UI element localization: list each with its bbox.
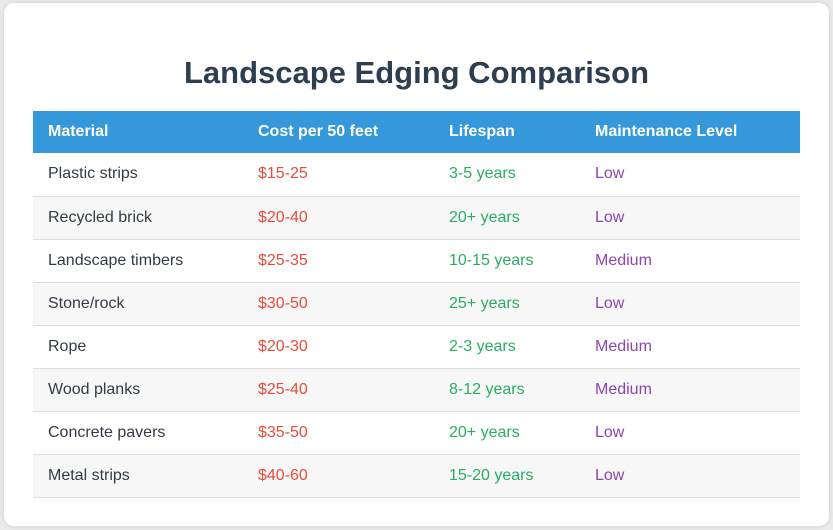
cell-maintenance: Low (595, 294, 625, 312)
cell-lifespan: 2-3 years (449, 337, 516, 355)
table-row: Wood planks $25-40 8-12 years Medium (33, 368, 800, 411)
cell-lifespan: 3-5 years (449, 165, 516, 183)
table-row: Recycled brick $20-40 20+ years Low (33, 196, 800, 239)
header-cost: Cost per 50 feet (258, 123, 379, 140)
cell-lifespan: 10-15 years (449, 251, 534, 269)
header-lifespan: Lifespan (449, 123, 515, 140)
table-row: Concrete pavers $35-50 20+ years Low (33, 411, 800, 454)
cell-lifespan: 20+ years (449, 423, 520, 441)
cell-lifespan: 25+ years (449, 294, 520, 312)
header-maintenance: Maintenance Level (595, 123, 738, 140)
table-row: Plastic strips $15-25 3-5 years Low (33, 153, 800, 196)
cell-cost: $25-35 (258, 251, 308, 269)
cell-cost: $30-50 (258, 294, 308, 312)
cell-material: Landscape timbers (48, 251, 184, 269)
table-row: Metal strips $40-60 15-20 years Low (33, 454, 800, 497)
table-row: Stone/rock $30-50 25+ years Low (33, 282, 800, 325)
cell-cost: $20-30 (258, 337, 308, 355)
cell-maintenance: Low (595, 466, 625, 484)
table-header-row: Material Cost per 50 feet Lifespan Maint… (33, 111, 800, 153)
page-title: Landscape Edging Comparison (183, 55, 650, 90)
cell-material: Recycled brick (48, 208, 153, 226)
table-row: Landscape timbers $25-35 10-15 years Med… (33, 239, 800, 282)
cell-lifespan: 8-12 years (449, 380, 525, 398)
comparison-table: Material Cost per 50 feet Lifespan Maint… (33, 111, 800, 498)
cell-maintenance: Medium (595, 251, 652, 269)
cell-maintenance: Low (595, 423, 625, 441)
cell-cost: $25-40 (258, 380, 308, 398)
cell-material: Stone/rock (48, 294, 125, 312)
cell-material: Rope (48, 337, 87, 355)
table-row: Rope $20-30 2-3 years Medium (33, 325, 800, 368)
cell-cost: $35-50 (258, 423, 308, 441)
header-material: Material (48, 123, 109, 140)
comparison-card: Landscape Edging Comparison Material Cos… (4, 3, 829, 526)
cell-cost: $20-40 (258, 208, 308, 226)
cell-lifespan: 20+ years (449, 208, 520, 226)
cell-material: Metal strips (48, 466, 130, 484)
cell-material: Concrete pavers (48, 423, 166, 441)
cell-maintenance: Medium (595, 337, 652, 355)
cell-maintenance: Medium (595, 380, 652, 398)
cell-maintenance: Low (595, 208, 625, 226)
cell-material: Wood planks (48, 380, 141, 398)
cell-cost: $15-25 (258, 165, 308, 183)
cell-maintenance: Low (595, 165, 625, 183)
cell-cost: $40-60 (258, 466, 308, 484)
cell-material: Plastic strips (48, 165, 138, 183)
cell-lifespan: 15-20 years (449, 466, 534, 484)
